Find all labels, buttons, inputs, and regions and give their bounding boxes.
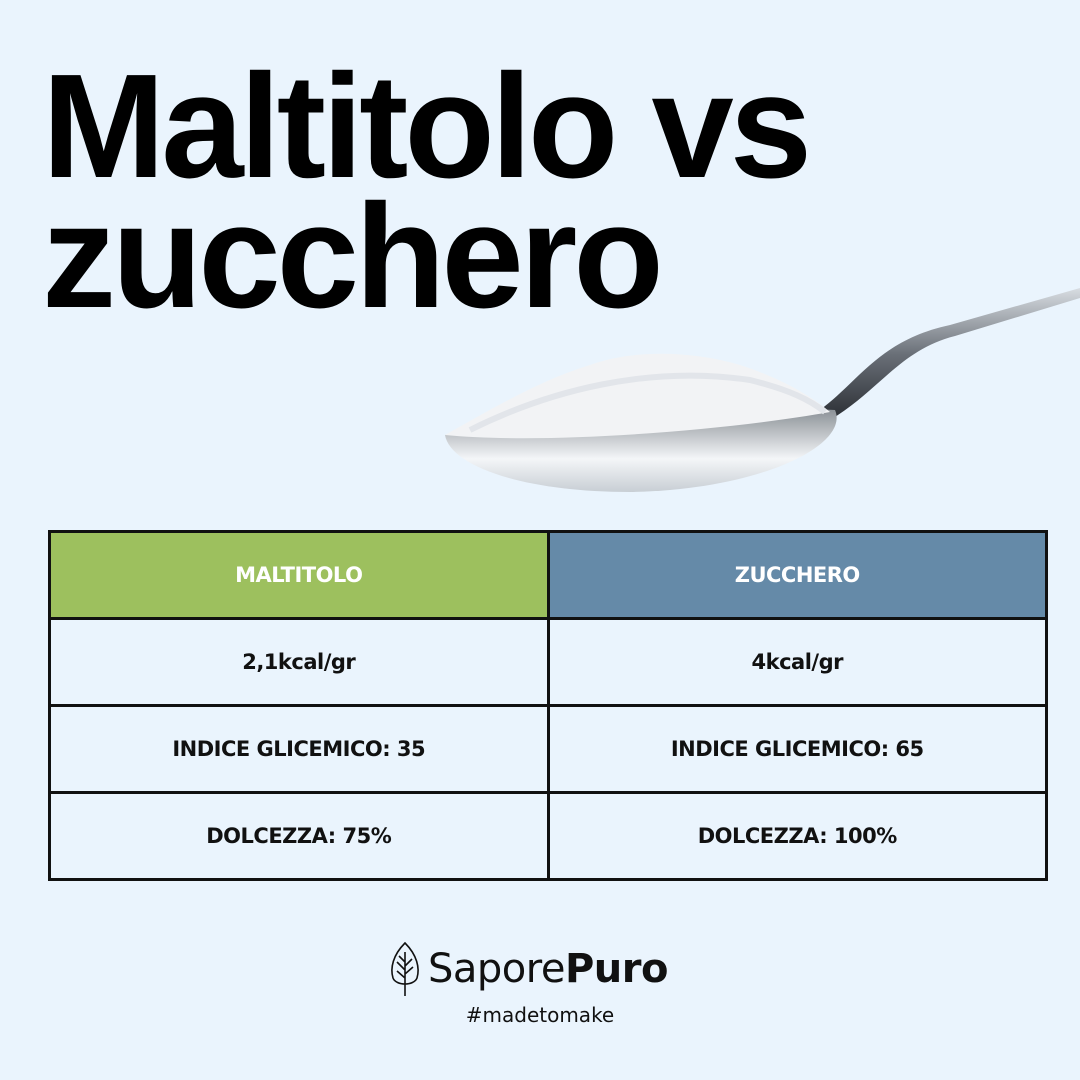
cell-zucchero-sweetness: DOLCEZZA: 100% bbox=[546, 791, 1048, 881]
cell-maltitolo-sweetness: DOLCEZZA: 75% bbox=[48, 791, 550, 881]
cell-zucchero-glycemic: INDICE GLICEMICO: 65 bbox=[546, 704, 1048, 794]
cell-maltitolo-glycemic: INDICE GLICEMICO: 35 bbox=[48, 704, 550, 794]
brand-logo: SaporePuro bbox=[388, 940, 668, 998]
brand-name: SaporePuro bbox=[428, 946, 668, 992]
comparison-table: MALTITOLO ZUCCHERO 2,1kcal/gr 4kcal/gr I… bbox=[48, 530, 1048, 881]
table-row: 2,1kcal/gr 4kcal/gr bbox=[48, 617, 1048, 707]
table-row: INDICE GLICEMICO: 35 INDICE GLICEMICO: 6… bbox=[48, 704, 1048, 794]
spoon-with-sugar-image bbox=[445, 288, 1080, 492]
table-header-row: MALTITOLO ZUCCHERO bbox=[48, 530, 1048, 620]
header-maltitolo: MALTITOLO bbox=[48, 530, 550, 620]
table-row: DOLCEZZA: 75% DOLCEZZA: 100% bbox=[48, 791, 1048, 881]
cell-maltitolo-calories: 2,1kcal/gr bbox=[48, 617, 550, 707]
header-zucchero: ZUCCHERO bbox=[546, 530, 1048, 620]
brand-tagline: #madetomake bbox=[465, 1003, 615, 1027]
cell-zucchero-calories: 4kcal/gr bbox=[546, 617, 1048, 707]
leaf-icon bbox=[391, 941, 419, 996]
page-title: Maltitolo vs zucchero bbox=[42, 44, 812, 339]
